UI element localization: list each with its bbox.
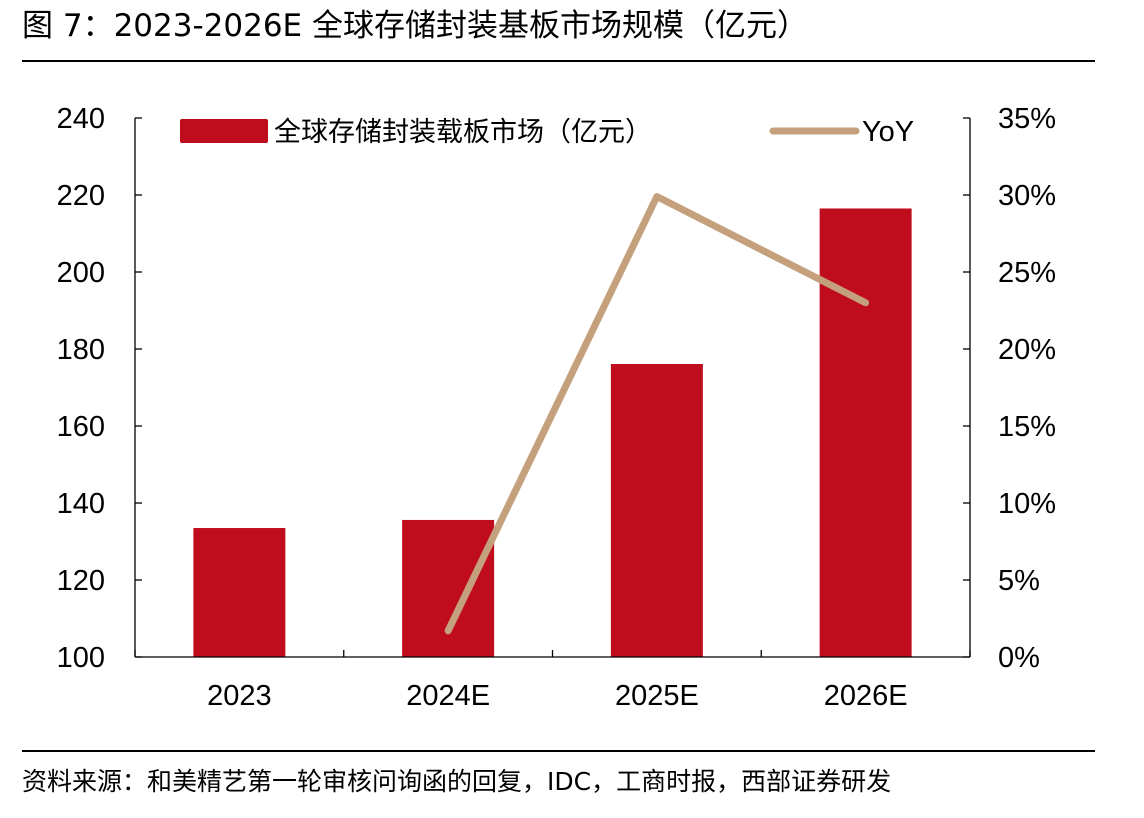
y-right-tick-label: 25%: [998, 257, 1056, 289]
y-right-tick-label: 5%: [998, 565, 1040, 597]
x-tick-label: 2026E: [824, 680, 908, 712]
bar-series: [193, 208, 912, 657]
legend: 全球存储封装载板市场（亿元） YoY: [180, 116, 914, 148]
legend-bar-label: 全球存储封装载板市场（亿元）: [274, 117, 652, 148]
y-right-tick-label: 0%: [998, 642, 1040, 674]
y-left-tick-label: 120: [57, 565, 105, 597]
y-right-tick-label: 15%: [998, 411, 1056, 443]
bar-2023: [193, 528, 286, 657]
y-left-tick-label: 200: [57, 257, 105, 289]
yoy-line-series: [444, 193, 870, 635]
bar-2025E: [610, 364, 703, 657]
y-left-tick-label: 240: [57, 103, 105, 135]
x-tick-label: 2025E: [615, 680, 699, 712]
y-left-tick-label: 220: [57, 180, 105, 212]
bar-2026E: [819, 208, 912, 657]
source-rule: [22, 750, 1095, 752]
title-rule: [22, 60, 1095, 62]
x-tick-label: 2023: [207, 680, 272, 712]
y-left-tick-label: 100: [57, 642, 105, 674]
y-left-tick-label: 180: [57, 334, 105, 366]
legend-line-label: YoY: [862, 116, 914, 148]
bar-2024E: [402, 519, 495, 657]
y-right-tick-label: 10%: [998, 488, 1056, 520]
y-right-tick-label: 35%: [998, 103, 1056, 135]
axes: 100 120 140 160 180 200 220 240 0% 5% 10% 15% 20% 25%…: [57, 103, 1056, 712]
x-tick-label: 2024E: [406, 680, 490, 712]
legend-bar-swatch: [180, 119, 268, 143]
y-right-tick-label: 30%: [998, 180, 1056, 212]
y-left-tick-label: 160: [57, 411, 105, 443]
yoy-line: [444, 193, 870, 635]
figure-title: 图 7：2023-2026E 全球存储封装基板市场规模（亿元）: [22, 8, 808, 44]
y-left-tick-label: 140: [57, 488, 105, 520]
source-note: 资料来源：和美精艺第一轮审核问询函的回复，IDC，工商时报，西部证券研发: [22, 767, 892, 796]
y-right-tick-label: 20%: [998, 334, 1056, 366]
